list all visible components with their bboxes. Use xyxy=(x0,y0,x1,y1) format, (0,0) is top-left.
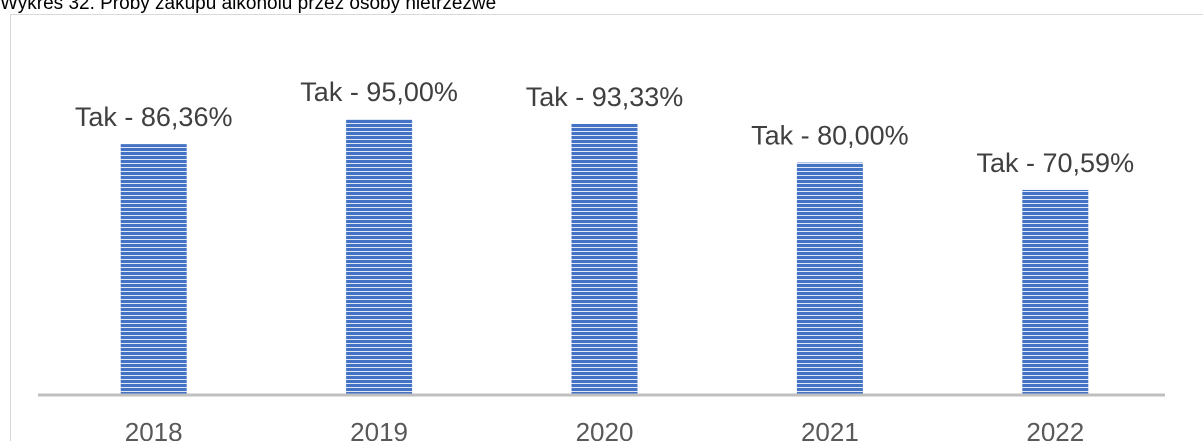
data-label: Tak - 80,00% xyxy=(751,121,909,151)
x-tick-label: 2020 xyxy=(576,417,634,441)
chart-frame xyxy=(10,14,1203,441)
bar xyxy=(120,144,187,395)
bar xyxy=(571,123,638,396)
bar xyxy=(1022,189,1089,395)
data-label: Tak - 70,59% xyxy=(977,148,1135,178)
x-tick-label: 2021 xyxy=(801,417,859,441)
data-label: Tak - 86,36% xyxy=(75,102,233,132)
data-label: Tak - 95,00% xyxy=(300,77,458,107)
x-tick-label: 2018 xyxy=(125,417,183,441)
chart-title: Wykres 32. Próby zakupu alkoholu przez o… xyxy=(0,0,496,14)
bar xyxy=(346,119,413,396)
x-tick-label: 2019 xyxy=(350,417,408,441)
data-label: Tak - 93,33% xyxy=(526,82,684,112)
bar xyxy=(796,162,863,395)
x-tick-label: 2022 xyxy=(1026,417,1084,441)
